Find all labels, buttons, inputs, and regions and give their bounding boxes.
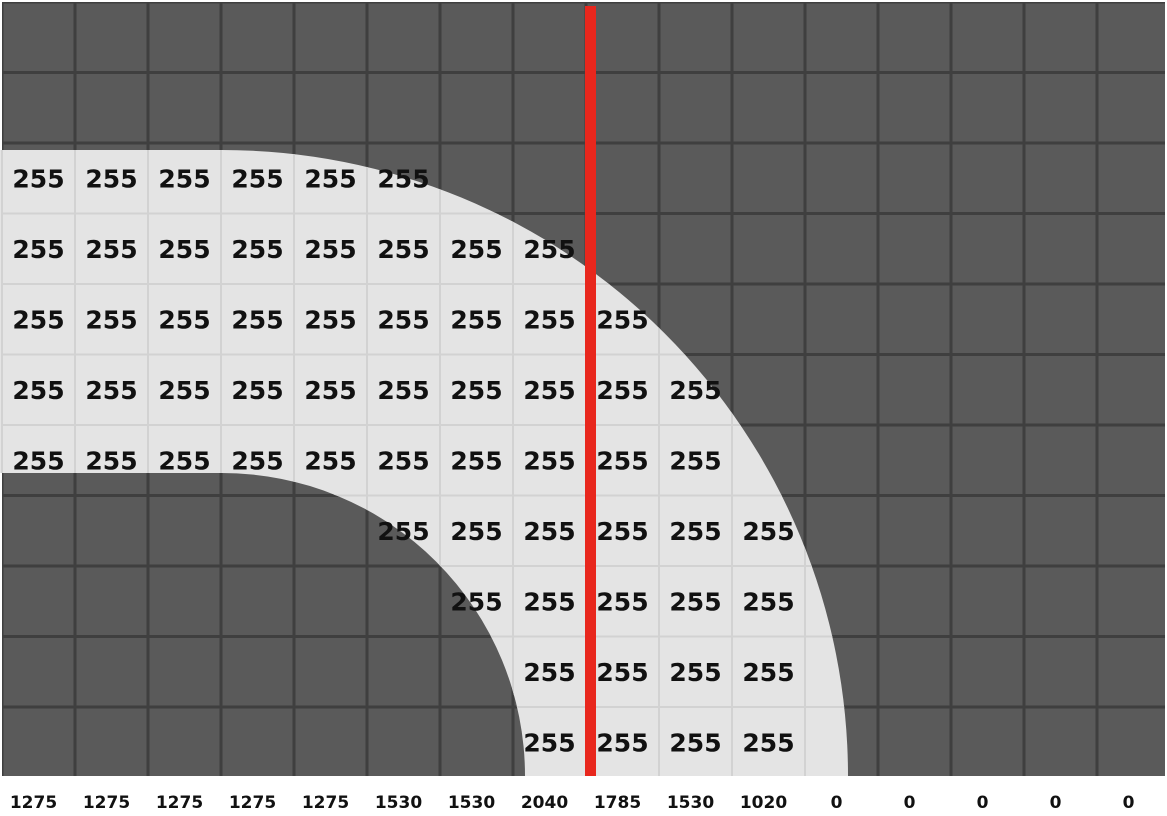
- pixel-value: 255: [231, 446, 283, 475]
- pixel-value: 255: [85, 305, 137, 334]
- pixel-value: 255: [231, 305, 283, 334]
- pixel-value: 255: [669, 446, 721, 475]
- pixel-value: 255: [742, 587, 794, 616]
- column-sum: 0: [831, 793, 843, 813]
- pixel-value: 255: [231, 164, 283, 193]
- column-marker-line: [585, 6, 596, 776]
- pixel-value: 255: [85, 376, 137, 405]
- pixel-value: 255: [596, 376, 648, 405]
- pixel-value: 255: [12, 376, 64, 405]
- column-sum: 1275: [83, 793, 130, 813]
- pixel-value: 255: [377, 305, 429, 334]
- column-sum: 1275: [10, 793, 57, 813]
- pixel-value: 255: [596, 658, 648, 687]
- column-sum: 0: [1050, 793, 1062, 813]
- pixel-value: 255: [450, 305, 502, 334]
- pixel-value: 255: [450, 446, 502, 475]
- column-sum: 0: [977, 793, 989, 813]
- pixel-value: 255: [231, 376, 283, 405]
- pixel-value: 255: [12, 235, 64, 264]
- column-sum: 1275: [229, 793, 276, 813]
- pixel-value: 255: [523, 517, 575, 546]
- pixel-value: 255: [669, 658, 721, 687]
- pixel-value: 255: [158, 164, 210, 193]
- curved-edge-shape: [0, 150, 848, 776]
- column-sum: 0: [904, 793, 916, 813]
- pixel-value: 255: [669, 728, 721, 757]
- pixel-value: 255: [304, 446, 356, 475]
- pixel-value: 255: [450, 376, 502, 405]
- pixel-values: 255 255 255 255 255 255 255 255 255 255 255 255 255 2…: [12, 164, 794, 757]
- pixel-value: 255: [377, 235, 429, 264]
- column-sum: 1530: [448, 793, 495, 813]
- pixel-value: 255: [231, 235, 283, 264]
- column-sum: 1020: [740, 793, 787, 813]
- pixel-value: 255: [596, 587, 648, 616]
- pixel-value: 255: [596, 517, 648, 546]
- pixel-value: 255: [12, 446, 64, 475]
- pixel-value: 255: [12, 305, 64, 334]
- pixel-value: 255: [523, 376, 575, 405]
- column-sum: 1530: [667, 793, 714, 813]
- column-sum: 1275: [156, 793, 203, 813]
- pixel-value: 255: [523, 728, 575, 757]
- pixel-value: 255: [85, 446, 137, 475]
- pixel-value: 255: [523, 305, 575, 334]
- pixel-value: 255: [304, 164, 356, 193]
- pixel-value: 255: [742, 517, 794, 546]
- pixel-value: 255: [742, 728, 794, 757]
- column-sum: 2040: [521, 793, 568, 813]
- pixel-value: 255: [12, 164, 64, 193]
- pixel-value: 255: [158, 235, 210, 264]
- column-sums-row: 1275 1275 1275 1275 1275 1530 1530 2040 1785 1530…: [10, 793, 1135, 813]
- pixel-value: 255: [85, 235, 137, 264]
- pixel-value: 255: [85, 164, 137, 193]
- pixel-value: 255: [450, 235, 502, 264]
- pixel-value: 255: [596, 305, 648, 334]
- column-sum: 1275: [302, 793, 349, 813]
- pixel-value: 255: [669, 517, 721, 546]
- pixel-value: 255: [450, 587, 502, 616]
- pixel-value: 255: [377, 164, 429, 193]
- pixel-value: 255: [377, 446, 429, 475]
- pixel-value: 255: [377, 376, 429, 405]
- pixel-value: 255: [523, 446, 575, 475]
- column-sum: 1785: [594, 793, 641, 813]
- pixel-value: 255: [742, 658, 794, 687]
- pixel-value: 255: [304, 235, 356, 264]
- pixel-value: 255: [523, 235, 575, 264]
- pixel-value: 255: [669, 376, 721, 405]
- pixel-value: 255: [158, 305, 210, 334]
- pixel-value: 255: [669, 587, 721, 616]
- pixel-value: 255: [158, 446, 210, 475]
- pixel-value: 255: [158, 376, 210, 405]
- pixel-value: 255: [596, 446, 648, 475]
- pixel-value: 255: [304, 376, 356, 405]
- pixel-value: 255: [523, 658, 575, 687]
- pixel-value: 255: [304, 305, 356, 334]
- pixel-value: 255: [596, 728, 648, 757]
- column-sum: 1530: [375, 793, 422, 813]
- pixel-value: 255: [450, 517, 502, 546]
- column-sum: 0: [1123, 793, 1135, 813]
- pixel-value: 255: [377, 517, 429, 546]
- pixel-value: 255: [523, 587, 575, 616]
